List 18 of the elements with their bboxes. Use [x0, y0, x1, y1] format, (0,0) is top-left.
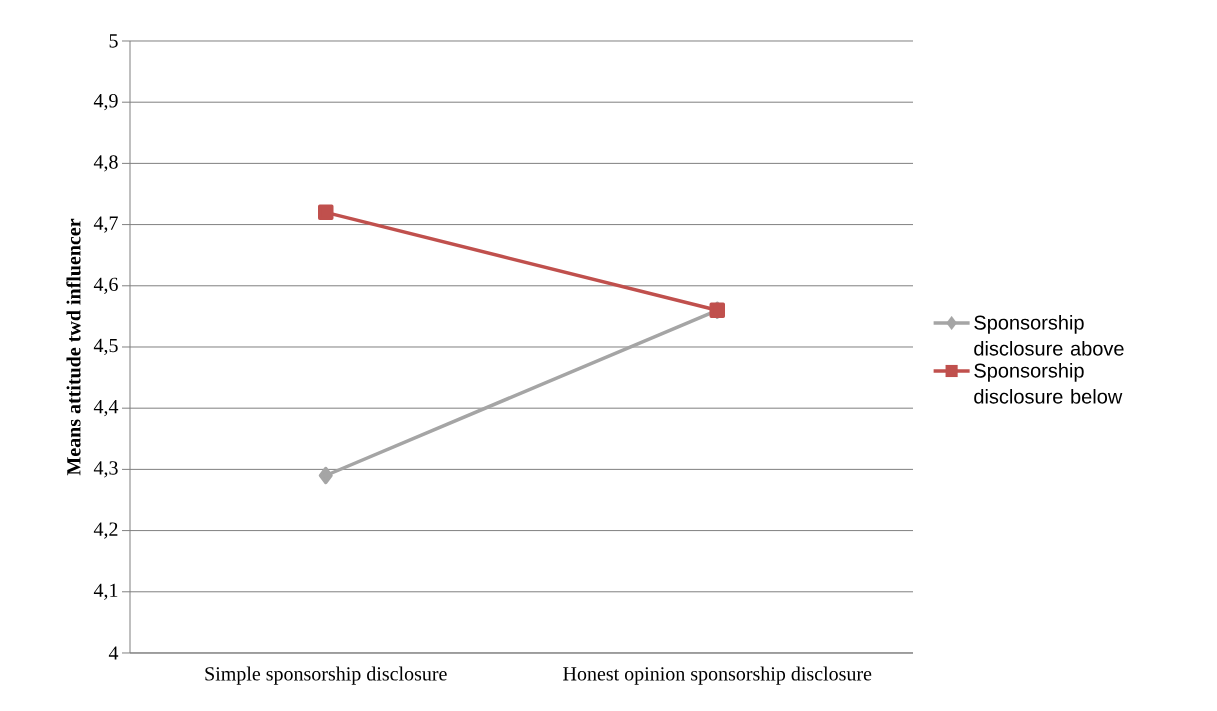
y-tick-label: 4,7	[93, 216, 118, 233]
legend-label: Sponsorship disclosure above	[974, 315, 1124, 356]
y-tick-label: 4,8	[93, 155, 118, 172]
point	[318, 204, 334, 221]
y-tick-label: 4	[108, 646, 119, 660]
y-axis-title: Means attitude twd influencer	[66, 218, 81, 476]
y-tick-label: 5	[109, 34, 118, 48]
y-tick-label: 4,6	[93, 277, 118, 294]
y-tick-label: 4,1	[93, 583, 118, 600]
x-tick-label: Simple sponsorship disclosure	[205, 666, 447, 685]
y-tick-label: 4,9	[93, 94, 118, 111]
y-tick-label: 4,5	[93, 338, 118, 356]
x-tick-label: Honest opinion sponsorship disclosure	[563, 666, 872, 685]
y-tick-label: 4,2	[93, 522, 118, 539]
legend-label: Sponsorship disclosure below	[974, 362, 1123, 404]
point	[318, 466, 333, 485]
y-tick-label: 4,4	[93, 400, 119, 417]
y-tick-label: 4,3	[93, 461, 118, 478]
